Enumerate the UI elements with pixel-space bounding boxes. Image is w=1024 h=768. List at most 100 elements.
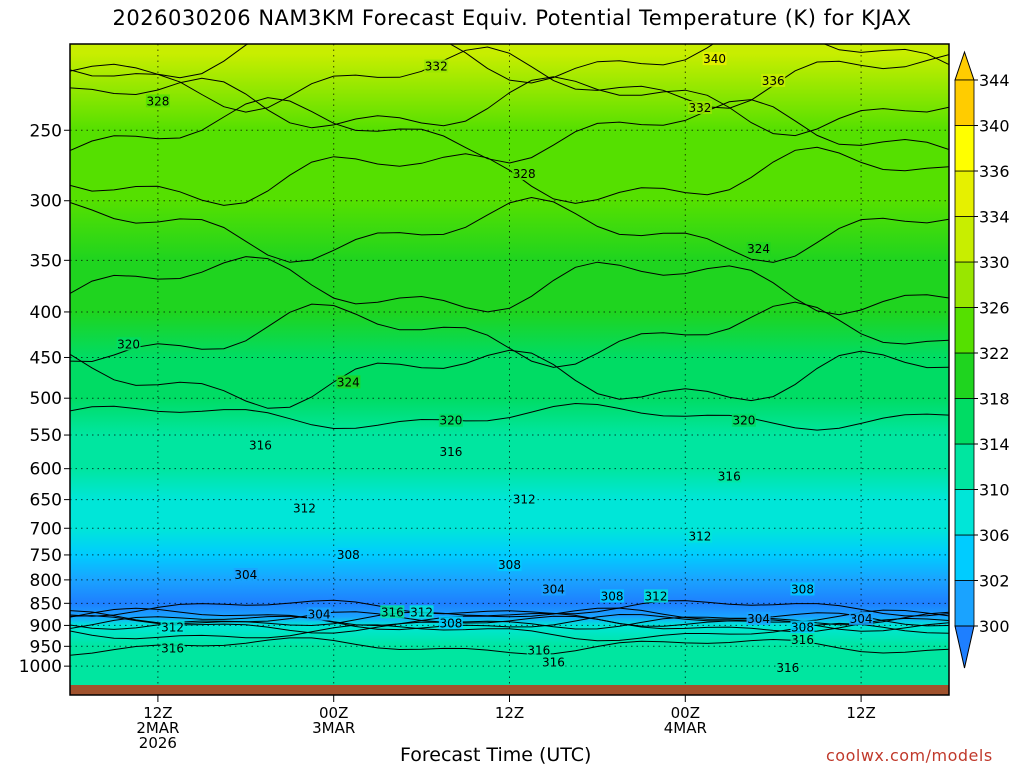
contour-label: 304: [308, 608, 331, 622]
colorbar-label: 336: [979, 162, 1010, 181]
colorbar-segment: [954, 398, 975, 445]
ground-surface: [70, 685, 949, 695]
colorbar-segment: [954, 580, 975, 627]
contour-322: [70, 301, 949, 368]
contour-label: 316: [542, 655, 565, 669]
contour-label-bg: [438, 616, 463, 630]
contour-label-bg: [512, 492, 537, 506]
colorbar-segment: [954, 443, 975, 490]
x-tick-label: 2026: [139, 734, 177, 752]
contour-label: 304: [234, 568, 257, 582]
colorbar-label: 340: [979, 117, 1010, 136]
y-tick-label: 250: [30, 121, 62, 141]
x-tick-label: 00Z: [671, 704, 700, 722]
y-tick-label: 750: [30, 546, 62, 566]
contour-328: [70, 146, 949, 206]
colorbar-label: 344: [979, 71, 1010, 90]
colorbar-label: 314: [979, 435, 1010, 454]
contour-label-bg: [336, 375, 361, 389]
contour-label: 332: [688, 101, 711, 115]
contour-label-bg: [717, 469, 742, 483]
y-tick-label: 1000: [19, 657, 62, 677]
y-tick-label: 400: [30, 303, 62, 323]
contour-label-bg: [702, 52, 727, 66]
contour-336: [70, 44, 949, 84]
colorbar-label: 310: [979, 481, 1010, 500]
contour-label: 328: [146, 94, 169, 108]
contour-label: 316: [776, 661, 799, 675]
y-tick-label: 650: [30, 491, 62, 511]
contour-label: 316: [439, 445, 462, 459]
contour-label-bg: [790, 633, 815, 647]
contour-label: 308: [601, 589, 624, 603]
contour-label: 304: [747, 612, 770, 626]
grid-lines: [70, 44, 949, 685]
contour-label: 316: [381, 605, 404, 619]
colorbar-segment: [954, 261, 975, 308]
contour-332: [70, 76, 949, 137]
credit-link[interactable]: coolwx.com/models: [826, 746, 993, 765]
contour-320: [70, 349, 949, 409]
y-tick-label: 950: [30, 637, 62, 657]
contour-label: 320: [117, 337, 140, 351]
contour-label-bg: [160, 620, 185, 634]
y-tick-label: 900: [30, 616, 62, 636]
contour-326: [70, 196, 949, 263]
contour-label-bg: [600, 589, 625, 603]
contour-334: [70, 46, 949, 113]
contour-label: 328: [513, 167, 536, 181]
contour-label-bg: [380, 605, 405, 619]
x-tick-label: 4MAR: [664, 719, 707, 737]
contour-label-bg: [541, 655, 566, 669]
y-tick-label: 300: [30, 192, 62, 212]
contour-label-bg: [307, 607, 332, 621]
contour-label-bg: [424, 59, 449, 73]
y-tick-label: 700: [30, 519, 62, 539]
contour-label: 320: [732, 414, 755, 428]
contour-label-bg: [761, 73, 786, 87]
contour-label: 304: [850, 612, 873, 626]
contour-label-bg: [849, 611, 874, 625]
colorbar-label: 334: [979, 208, 1010, 227]
colorbar-segment: [954, 170, 975, 217]
y-tick-label: 550: [30, 426, 62, 446]
contour-label: 324: [337, 375, 360, 389]
colorbar-label: 302: [979, 572, 1010, 591]
contour-label: 304: [542, 582, 565, 596]
y-tick-label: 850: [30, 594, 62, 614]
x-tick-label: 3MAR: [312, 719, 355, 737]
y-axis: 2503003504004505005506006507007508008509…: [19, 121, 70, 677]
contour-label-bg: [775, 661, 800, 675]
contour-label: 312: [513, 493, 536, 507]
contour-label: 312: [293, 501, 316, 515]
y-tick-label: 800: [30, 571, 62, 591]
colorbar-segment: [954, 216, 975, 263]
contour-label: 308: [439, 616, 462, 630]
contour-label: 312: [688, 529, 711, 543]
contour-label-bg: [790, 582, 815, 596]
x-tick-label: 12Z: [846, 704, 875, 722]
contour-label-bg: [248, 438, 273, 452]
contour-label: 308: [791, 621, 814, 635]
colorbar-label: 326: [979, 299, 1010, 318]
contour-label: 316: [161, 641, 184, 655]
contour-label-bg: [145, 94, 170, 108]
y-tick-label: 500: [30, 389, 62, 409]
contour-label: 308: [337, 548, 360, 562]
colorbar-segment: [954, 125, 975, 172]
colorbar-label: 322: [979, 344, 1010, 363]
x-tick-label: 2MAR: [136, 719, 179, 737]
x-axis-label: Forecast Time (UTC): [400, 744, 592, 766]
colorbar-segment: [954, 534, 975, 581]
colorbar-bottom-arrow: [954, 625, 975, 669]
contour-label-bg: [731, 413, 756, 427]
contour-label-bg: [409, 605, 434, 619]
contour-label: 320: [439, 414, 462, 428]
contour-label: 316: [527, 643, 550, 657]
x-tick-label: 00Z: [319, 704, 348, 722]
contour-label-bg: [746, 242, 771, 256]
contour-label: 312: [161, 621, 184, 635]
